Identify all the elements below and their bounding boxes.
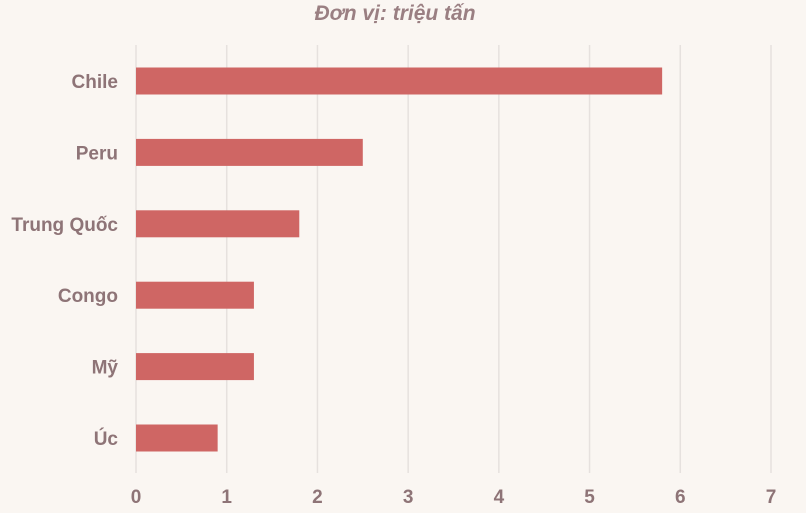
category-labels: Chile Peru Trung Quốc Congo Mỹ Úc: [11, 72, 118, 450]
x-axis-ticks: 0 1 2 3 4 5 6 7: [131, 487, 777, 508]
bar-1: [136, 138, 363, 166]
x-tick-label-4: 4: [494, 487, 505, 508]
x-tick-label-3: 3: [403, 487, 414, 508]
bars: [136, 67, 663, 452]
bar-5: [136, 424, 218, 452]
gridlines: [135, 45, 772, 473]
category-label-1: Peru: [76, 143, 118, 164]
x-tick-label-5: 5: [584, 487, 595, 508]
category-label-4: Mỹ: [92, 358, 119, 379]
x-tick-label-2: 2: [312, 487, 323, 508]
x-tick-label-1: 1: [221, 487, 232, 508]
bar-4: [136, 353, 254, 381]
bar-0: [136, 67, 663, 95]
category-label-5: Úc: [94, 428, 119, 450]
category-label-3: Congo: [58, 286, 118, 307]
chart-title: Đơn vị: triệu tấn: [314, 2, 475, 25]
x-tick-label-0: 0: [131, 487, 142, 508]
category-label-2: Trung Quốc: [11, 215, 118, 236]
x-tick-label-7: 7: [766, 487, 777, 508]
x-tick-label-6: 6: [675, 487, 686, 508]
category-label-0: Chile: [72, 72, 118, 93]
bar-3: [136, 281, 254, 309]
bar-2: [136, 210, 300, 238]
